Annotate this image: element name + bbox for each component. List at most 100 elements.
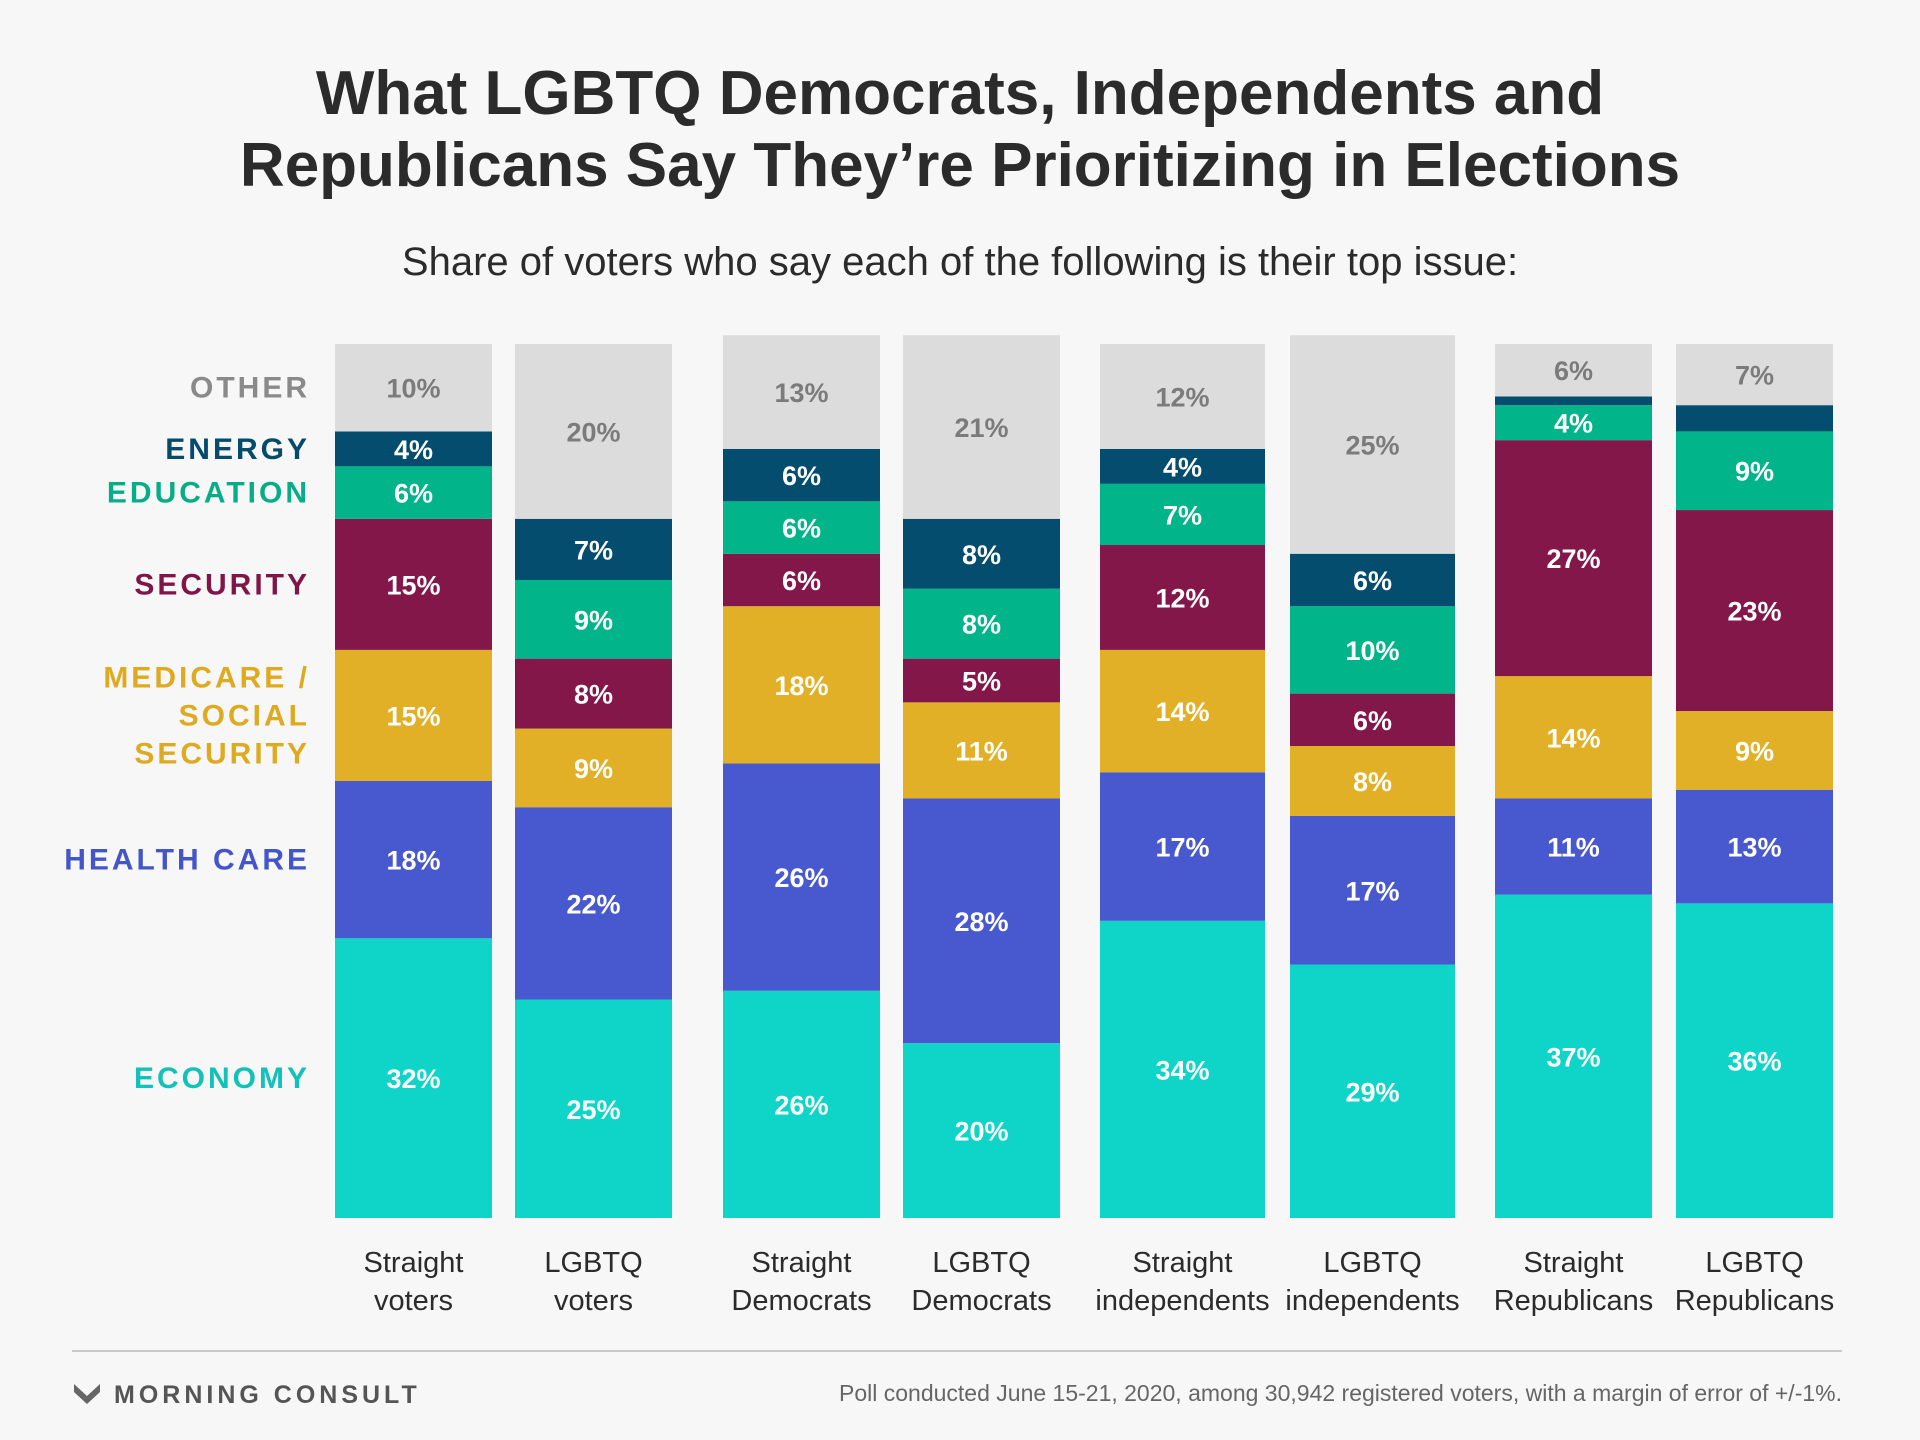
bar-segment-medicare-social-security-5 [1290, 746, 1455, 816]
data-label: 27% [1546, 544, 1600, 574]
morning-consult-logo-icon [74, 1384, 100, 1404]
data-label: 10% [386, 374, 440, 404]
bar-segment-economy-3 [903, 1043, 1060, 1218]
bar-segment-economy-0 [335, 938, 492, 1218]
chart-subtitle: Share of voters who say each of the foll… [401, 240, 1519, 284]
data-label: 15% [386, 570, 440, 600]
data-label: 13% [774, 378, 828, 408]
bar-segment-health-care-4 [1100, 772, 1265, 921]
legend-label: MEDICARE / [103, 661, 310, 694]
legend-label: HEALTH CARE [64, 844, 310, 877]
bar-segment-energy-7 [1676, 405, 1833, 432]
bar-segment-other-4 [1100, 344, 1265, 449]
bar-segment-education-2 [723, 501, 880, 554]
category-label: voters [374, 1285, 453, 1317]
data-label: 36% [1727, 1047, 1781, 1077]
data-label: 6% [1554, 356, 1593, 386]
data-label: 17% [1155, 833, 1209, 863]
category-label: LGBTQ [544, 1247, 642, 1279]
data-label: 7% [1163, 500, 1202, 530]
data-label: 37% [1546, 1042, 1600, 1072]
bar-segment-economy-2 [723, 990, 880, 1218]
bar-segment-medicare-social-security-1 [515, 728, 672, 808]
bar-segment-medicare-social-security-3 [903, 702, 1060, 799]
bar-segment-health-care-2 [723, 763, 880, 991]
data-label: 9% [1735, 457, 1774, 487]
legend-label: EDUCATION [107, 477, 310, 510]
bar-segment-health-care-5 [1290, 815, 1455, 965]
bar-segment-security-4 [1100, 545, 1265, 650]
data-label: 7% [1735, 361, 1774, 391]
category-label: Republicans [1675, 1285, 1835, 1317]
bar-segment-energy-5 [1290, 553, 1455, 607]
category-label: voters [554, 1285, 633, 1317]
bar-segment-other-1 [515, 344, 672, 519]
data-label: 6% [782, 514, 821, 544]
data-label: 9% [574, 754, 613, 784]
bar-segment-other-0 [335, 344, 492, 432]
bar-segment-economy-6 [1495, 894, 1652, 1218]
legend-label: ECONOMY [134, 1062, 310, 1095]
category-label: Straight [1524, 1247, 1624, 1279]
bar-segment-health-care-7 [1676, 789, 1833, 904]
brand: MORNING CONSULT [72, 1378, 421, 1412]
bar-segment-security-7 [1676, 510, 1833, 712]
bar-segment-security-5 [1290, 693, 1455, 747]
legend-label: OTHER [190, 372, 310, 405]
data-label: 34% [1155, 1055, 1209, 1085]
category-label: Democrats [911, 1285, 1051, 1317]
data-label: 26% [774, 863, 828, 893]
legend-label: SECURITY [134, 568, 310, 601]
data-label: 4% [394, 435, 433, 465]
data-label: 8% [962, 610, 1001, 640]
data-label: 25% [1345, 431, 1399, 461]
data-label: 6% [782, 566, 821, 596]
bar-segment-security-3 [903, 658, 1060, 703]
data-label: 4% [1163, 452, 1202, 482]
data-label: 6% [394, 479, 433, 509]
data-label: 17% [1345, 876, 1399, 906]
data-label: 23% [1727, 597, 1781, 627]
data-label: 29% [1345, 1077, 1399, 1107]
data-label: 5% [962, 666, 1001, 696]
legend-label: SECURITY [134, 737, 310, 770]
data-label: 10% [1345, 636, 1399, 666]
bar-segment-other-5 [1290, 335, 1455, 554]
bar-segment-health-care-1 [515, 807, 672, 1000]
bar-segment-other-2 [723, 335, 880, 449]
data-label: 25% [566, 1095, 620, 1125]
bar-segment-energy-4 [1100, 448, 1265, 484]
bar-segment-economy-4 [1100, 920, 1265, 1218]
category-label: independents [1285, 1285, 1459, 1317]
bar-segment-health-care-0 [335, 781, 492, 939]
bar-segment-health-care-6 [1495, 798, 1652, 895]
category-label: Republicans [1494, 1285, 1654, 1317]
data-label: 9% [574, 605, 613, 635]
bar-segment-energy-2 [723, 448, 880, 502]
data-label: 8% [1353, 767, 1392, 797]
bar-segment-economy-5 [1290, 964, 1455, 1218]
category-label: Straight [1133, 1247, 1233, 1279]
bar-segment-education-5 [1290, 606, 1455, 694]
data-label: 22% [566, 889, 620, 919]
bar-segment-medicare-social-security-2 [723, 606, 880, 764]
bar-segment-medicare-social-security-7 [1676, 711, 1833, 790]
data-label: 14% [1155, 697, 1209, 727]
data-label: 6% [1353, 566, 1392, 596]
bar-segment-security-0 [335, 518, 492, 650]
chart-title: What LGBTQ Democrats, Independents and R… [239, 59, 1681, 200]
footer-divider [72, 1350, 1842, 1352]
bar-segment-energy-0 [335, 431, 492, 467]
bar-segment-health-care-3 [903, 798, 1060, 1044]
data-label: 15% [386, 701, 440, 731]
data-label: 20% [566, 417, 620, 447]
category-label: LGBTQ [1705, 1247, 1803, 1279]
category-label: Straight [364, 1247, 464, 1279]
bar-segment-education-7 [1676, 431, 1833, 511]
category-label: LGBTQ [932, 1247, 1030, 1279]
legend-label: SOCIAL [179, 699, 310, 732]
data-label: 8% [574, 680, 613, 710]
data-label: 4% [1554, 409, 1593, 439]
data-label: 11% [955, 736, 1008, 766]
